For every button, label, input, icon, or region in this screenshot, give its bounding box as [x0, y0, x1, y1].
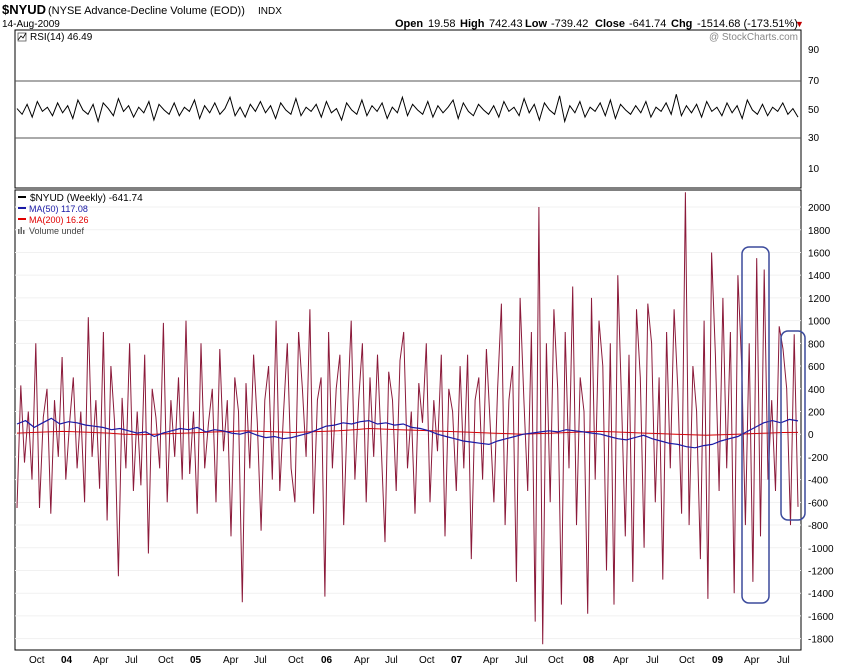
ohlc-high-label: High — [460, 18, 485, 30]
ma50-line — [16, 417, 799, 449]
highlight-box-summer-2009 — [780, 330, 806, 521]
legend-ma200: MA(200) 16.26 — [29, 215, 89, 225]
x-label: Apr — [613, 655, 629, 666]
chart-date: 14-Aug-2009 — [2, 19, 60, 30]
rsi-panel: RSI(14) 46.49 @ StockCharts.com 90 70 50… — [14, 29, 820, 189]
ohlc-open-value: 19.58 — [428, 18, 456, 30]
x-label: 05 — [190, 655, 202, 666]
main-y-tick-label: -1600 — [808, 612, 834, 623]
x-label: 06 — [321, 655, 333, 666]
main-y-tick-label: 1200 — [808, 294, 831, 305]
main-y-tick-label: -1000 — [808, 544, 834, 555]
main-y-axis: 2000180016001400120010008006004002000-20… — [808, 203, 834, 646]
ohlc-low-value: -739.42 — [551, 18, 588, 30]
main-y-tick-label: -200 — [808, 453, 828, 464]
main-legend: $NYUD (Weekly) -641.74 MA(50) 117.08 MA(… — [18, 193, 143, 236]
x-label: Jul — [385, 655, 398, 666]
main-y-tick-label: -400 — [808, 476, 828, 487]
rsi-tick-10: 10 — [808, 164, 820, 175]
ohlc-chg-value: -1514.68 (-173.51%) — [697, 18, 798, 30]
chart-exchange: INDX — [258, 6, 282, 17]
legend-price: $NYUD (Weekly) -641.74 — [30, 193, 143, 204]
x-label: Oct — [29, 655, 45, 666]
ohlc-readout: Open 19.58 High 742.43 Low -739.42 Close… — [395, 18, 804, 30]
legend-ma50: MA(50) 117.08 — [29, 204, 88, 214]
x-label: Jul — [777, 655, 790, 666]
main-y-tick-label: -800 — [808, 521, 828, 532]
ohlc-close-value: -641.74 — [629, 18, 666, 30]
legend-volume: Volume undef — [29, 226, 85, 236]
main-y-tick-label: 1000 — [808, 317, 831, 328]
main-y-tick-label: 800 — [808, 339, 825, 350]
rsi-legend-label: RSI(14) 46.49 — [30, 32, 93, 43]
rsi-tick-70: 70 — [808, 76, 820, 87]
chart-symbol: $NYUD — [2, 2, 46, 17]
highlight-box-spring-2009 — [741, 246, 770, 604]
x-label: Apr — [354, 655, 370, 666]
x-label: 09 — [712, 655, 724, 666]
ma200-line — [16, 427, 799, 436]
x-label: Jul — [515, 655, 528, 666]
main-y-tick-label: -600 — [808, 498, 828, 509]
x-label: Oct — [288, 655, 304, 666]
main-y-tick-label: 400 — [808, 385, 825, 396]
ohlc-low-label: Low — [525, 18, 547, 30]
main-panel: 2000180016001400120010008006004002000-20… — [14, 189, 834, 651]
main-y-tick-label: 1800 — [808, 226, 831, 237]
rsi-tick-90: 90 — [808, 45, 820, 56]
main-y-tick-label: 1400 — [808, 271, 831, 282]
ohlc-high-value: 742.43 — [489, 18, 523, 30]
x-label: 04 — [61, 655, 73, 666]
x-label: Oct — [548, 655, 564, 666]
chart-name: (NYSE Advance-Decline Volume (EOD)) — [48, 5, 245, 17]
chg-down-arrow-icon: ▼ — [795, 19, 804, 29]
x-label: Apr — [744, 655, 760, 666]
x-label: Apr — [483, 655, 499, 666]
ohlc-open-label: Open — [395, 18, 423, 30]
rsi-legend-icon — [17, 32, 27, 42]
ohlc-chg-label: Chg — [671, 18, 692, 30]
x-axis: Oct 04 Apr Jul Oct 05 Apr Jul Oct 06 Apr… — [29, 655, 790, 666]
x-label: Oct — [679, 655, 695, 666]
watermark: @ StockCharts.com — [709, 32, 798, 43]
main-y-tick-label: 200 — [808, 407, 825, 418]
price-line — [16, 192, 799, 645]
rsi-line — [16, 94, 799, 124]
main-y-tick-label: 1600 — [808, 248, 831, 259]
main-y-tick-label: 2000 — [808, 203, 831, 214]
rsi-tick-30: 30 — [808, 133, 820, 144]
main-y-tick-label: -1200 — [808, 566, 834, 577]
main-y-tick-label: -1800 — [808, 635, 834, 646]
x-label: Oct — [158, 655, 174, 666]
main-y-tick-label: 600 — [808, 362, 825, 373]
main-y-tick-label: -1400 — [808, 589, 834, 600]
x-label: Oct — [419, 655, 435, 666]
main-panel-frame — [14, 189, 802, 651]
rsi-tick-50: 50 — [808, 105, 820, 116]
main-y-tick-label: 0 — [808, 430, 814, 441]
x-label: 08 — [583, 655, 595, 666]
x-label: Jul — [646, 655, 659, 666]
ohlc-close-label: Close — [595, 18, 625, 30]
x-label: Jul — [125, 655, 138, 666]
x-label: 07 — [451, 655, 463, 666]
x-label: Apr — [93, 655, 109, 666]
volume-bars-icon — [18, 227, 25, 234]
rsi-panel-frame — [14, 29, 802, 189]
rsi-y-axis: 90 70 50 30 10 — [808, 45, 820, 175]
x-label: Jul — [254, 655, 267, 666]
x-label: Apr — [223, 655, 239, 666]
